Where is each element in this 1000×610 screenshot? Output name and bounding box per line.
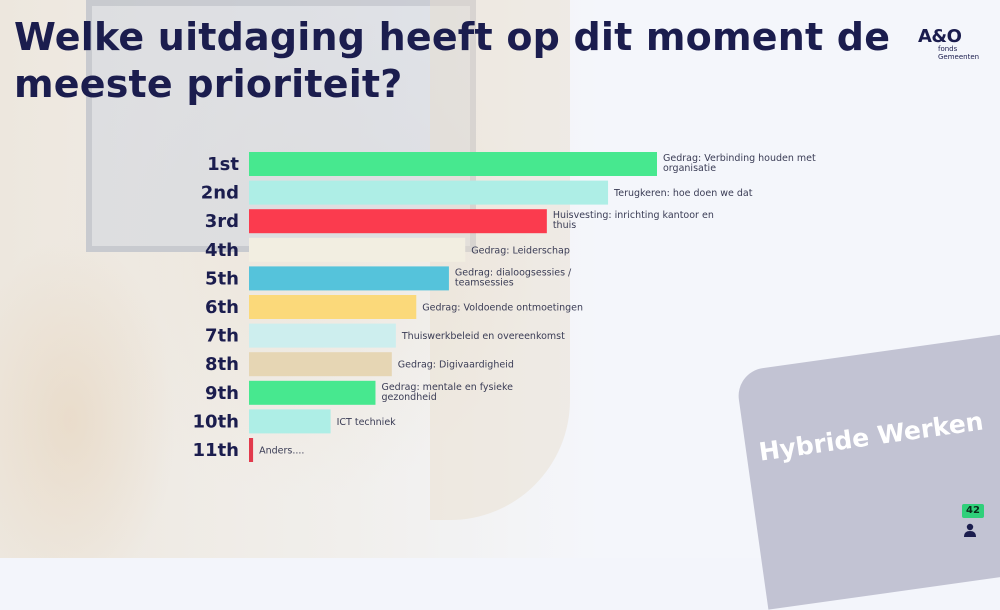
bar [249, 352, 392, 377]
bar-label: Gedrag: dialoogsessies / [455, 267, 572, 278]
bar [249, 237, 466, 262]
bar [249, 380, 376, 405]
bar-label: teamsessies [455, 277, 514, 288]
bar-label: Thuiswerkbeleid en overeenkomst [401, 331, 565, 342]
ao-fonds-gemeenten-logo: A&O fonds Gemeenten [918, 26, 979, 61]
rank-label: 6th [205, 297, 239, 318]
bar [249, 409, 331, 434]
poll-question-title: Welke uitdaging heeft op dit moment de m… [14, 15, 891, 106]
participant-count-badge: 42 [962, 504, 984, 518]
bar-label: gezondheid [381, 392, 436, 403]
bar [249, 152, 657, 176]
person-icon [964, 523, 976, 537]
rank-label: 2nd [201, 183, 239, 204]
bar-label: Gedrag: Verbinding houden met [663, 153, 816, 164]
rank-label: 4th [205, 240, 239, 261]
logo-mark: A&O [918, 26, 962, 47]
bar-label: thuis [553, 220, 576, 231]
logo-sub-line2: Gemeenten [938, 53, 980, 61]
bar-label: Gedrag: Voldoende ontmoetingen [422, 303, 583, 314]
bar-label: Anders.... [259, 446, 304, 457]
bar-label: organisatie [663, 163, 716, 174]
bar-label: Terugkeren: hoe doen we dat [613, 188, 753, 199]
logo-sub-line1: fonds [938, 45, 958, 53]
bar-label: Huisvesting: inrichting kantoor en [553, 210, 714, 221]
rank-label: 3rd [205, 211, 239, 232]
bar [249, 209, 547, 234]
rank-label: 1st [207, 154, 239, 175]
bar [249, 438, 254, 462]
bar [249, 295, 417, 319]
rank-label: 5th [205, 268, 239, 289]
bar [249, 266, 449, 291]
rank-label: 11th [193, 440, 239, 461]
rank-label: 10th [193, 411, 239, 432]
rank-label: 8th [205, 354, 239, 375]
rank-label: 9th [205, 383, 239, 404]
bar-label: Gedrag: Digivaardigheid [398, 360, 514, 371]
bar-label: Gedrag: Leiderschap [471, 245, 570, 256]
hybride-werken-panel [735, 327, 1000, 610]
bar [249, 323, 396, 348]
bar-label: ICT techniek [337, 417, 397, 428]
bar [249, 180, 609, 205]
ranking-bar-chart: 1st Gedrag: Verbinding houden metorganisa… [193, 152, 816, 462]
logo-subtext: fonds Gemeenten [938, 45, 979, 61]
rank-label: 7th [205, 326, 239, 347]
bar-label: Gedrag: mentale en fysieke [381, 382, 513, 393]
